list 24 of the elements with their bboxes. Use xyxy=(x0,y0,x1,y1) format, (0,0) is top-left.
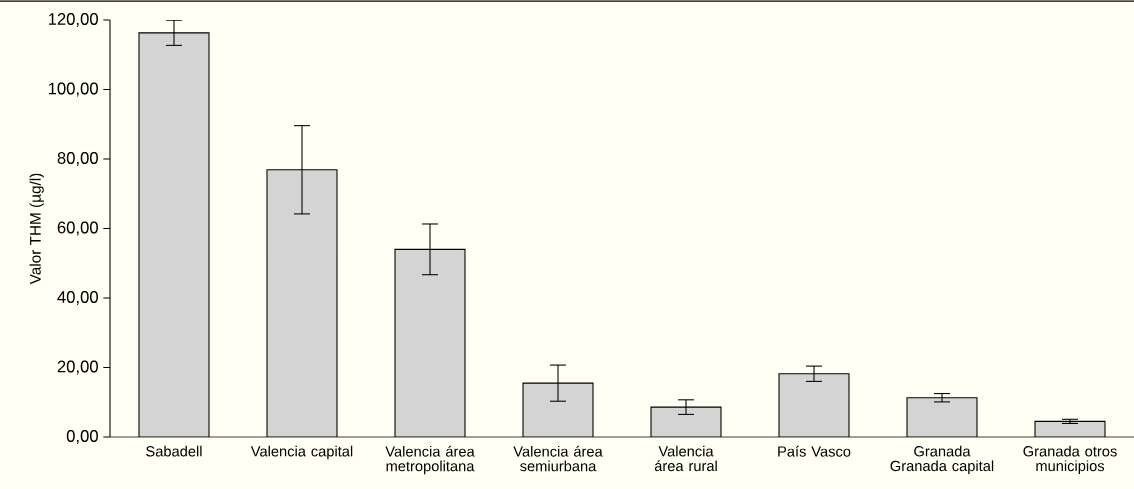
bar xyxy=(395,249,465,437)
bar xyxy=(779,373,850,437)
x-tick-label: Granada otros municipios xyxy=(1023,445,1117,475)
x-tick-label: Granada Granada capital xyxy=(890,445,994,475)
y-tick-label: 80,00 xyxy=(57,152,98,166)
x-tick-label: Valencia área rural xyxy=(654,445,717,472)
bar xyxy=(267,169,338,437)
bar xyxy=(1034,420,1106,437)
bar xyxy=(907,397,978,437)
y-tick-label: 40,00 xyxy=(57,291,98,305)
x-tick-label: Sabadell xyxy=(146,445,202,457)
x-tick-label: Valencia área metropolitana xyxy=(385,445,475,475)
bar xyxy=(139,32,209,437)
bar xyxy=(651,407,721,437)
x-tick-label: País Vasco xyxy=(778,445,851,457)
y-tick-label: 20,00 xyxy=(57,360,98,375)
y-tick-label: 60,00 xyxy=(57,221,98,236)
y-tick-label: 0,00 xyxy=(66,430,98,444)
y-axis-title: Valor THM (µg/l) xyxy=(29,173,44,285)
x-tick-label: Valencia capital xyxy=(250,445,353,460)
bar xyxy=(523,383,593,437)
x-tick-label: Valencia área semiurbana xyxy=(513,445,603,472)
y-tick-label: 120,00 xyxy=(48,13,98,27)
y-tick-label: 100,00 xyxy=(48,82,98,97)
